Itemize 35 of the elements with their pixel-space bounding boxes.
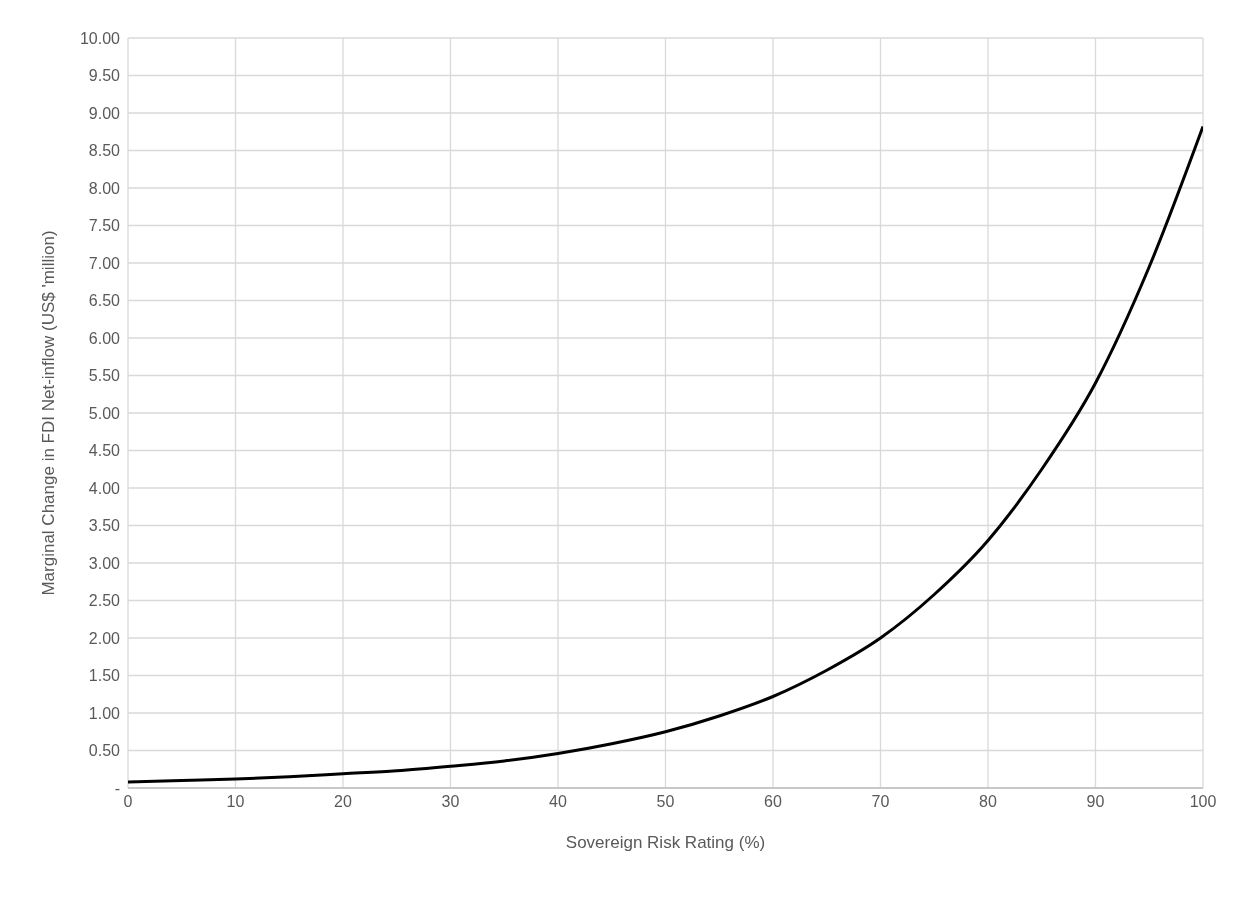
- y-axis-title: Marginal Change in FDI Net-inflow (US$ 'million): [39, 230, 59, 596]
- x-tick-label: 10: [226, 793, 245, 811]
- y-tick-label: 2.50: [88, 592, 121, 610]
- y-tick-label: 4.50: [88, 442, 121, 460]
- y-tick-label: 1.50: [88, 667, 121, 685]
- y-tick-label: 9.00: [88, 104, 121, 122]
- y-tick-label: 7.00: [88, 254, 121, 272]
- y-tick-label: 8.50: [88, 142, 121, 160]
- y-tick-label: 5.50: [88, 367, 121, 385]
- x-tick-label: 20: [334, 793, 352, 811]
- x-tick-label: 100: [1189, 793, 1217, 811]
- y-tick-label: 6.50: [88, 292, 121, 310]
- x-tick-label: 40: [549, 793, 567, 811]
- x-tick-label: 0: [123, 793, 133, 811]
- y-tick-label: 9.50: [88, 67, 121, 85]
- x-axis-title: Sovereign Risk Rating (%): [565, 833, 766, 852]
- line-series: [128, 125, 1203, 784]
- y-tick-label: 8.00: [88, 179, 121, 197]
- y-tick-label: 3.50: [88, 517, 121, 535]
- x-tick-label: 60: [764, 793, 782, 811]
- y-tick-label: 10.00: [79, 29, 121, 47]
- x-tick-label: 90: [1086, 793, 1105, 811]
- y-tick-label: 7.50: [88, 217, 121, 235]
- y-tick-label: 1.00: [88, 704, 121, 722]
- y-tick-label: 0.50: [88, 742, 121, 760]
- y-tick-label: 2.00: [88, 629, 121, 647]
- y-tick-label: 5.00: [88, 404, 121, 422]
- y-tick-label: 4.00: [88, 479, 121, 497]
- y-tick-label: 3.00: [88, 554, 121, 572]
- y-tick-label: -: [114, 779, 120, 797]
- x-tick-label: 50: [656, 793, 675, 811]
- x-tick-label: 30: [441, 793, 460, 811]
- x-tick-label: 80: [979, 793, 997, 811]
- x-tick-label: 70: [871, 793, 890, 811]
- y-tick-label: 6.00: [88, 329, 121, 347]
